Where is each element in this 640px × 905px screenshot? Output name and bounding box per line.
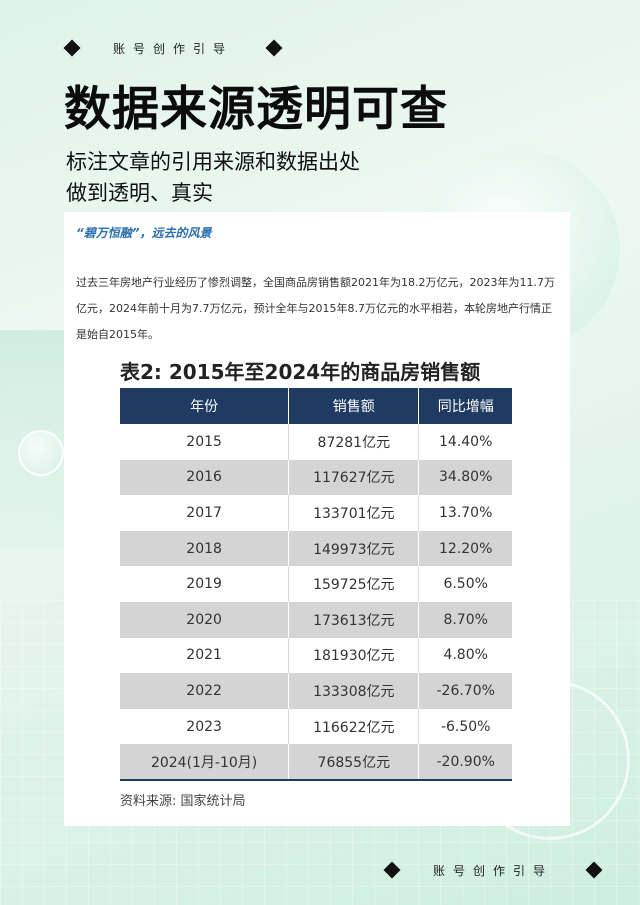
table-row: 2022 133308亿元 -26.70% xyxy=(120,673,512,709)
header-sales: 销售额 xyxy=(288,388,420,424)
table-row: 2016 117627亿元 34.80% xyxy=(120,459,512,496)
cell-year: 2023 xyxy=(120,708,290,745)
cell-sales: 173613亿元 xyxy=(288,601,420,638)
background-small-bubble xyxy=(18,430,64,476)
cell-year: 2015 xyxy=(120,424,290,460)
diamond-icon xyxy=(383,861,401,879)
brand-label: 账号创作引导 xyxy=(112,41,233,56)
cell-sales: 149973亿元 xyxy=(288,530,420,567)
sales-table: 年份 销售额 同比增幅 2015 87281亿元 14.40% 2016 117… xyxy=(120,388,512,781)
table-row: 2020 173613亿元 8.70% xyxy=(120,601,512,638)
cell-year: 2021 xyxy=(120,637,290,674)
table-row: 2019 159725亿元 6.50% xyxy=(120,566,512,602)
background-block xyxy=(0,330,70,550)
cell-sales: 76855亿元 xyxy=(288,744,420,781)
header-yoy: 同比增幅 xyxy=(418,388,512,424)
table-row: 2018 149973亿元 12.20% xyxy=(120,530,512,567)
cell-sales: 117627亿元 xyxy=(288,459,420,496)
table-title: 表2: 2015年至2024年的商品房销售额 xyxy=(120,360,481,384)
data-source-note: 资料来源: 国家统计局 xyxy=(120,794,246,809)
cell-sales: 133308亿元 xyxy=(288,673,420,709)
table-row: 2015 87281亿元 14.40% xyxy=(120,424,512,460)
cell-sales: 116622亿元 xyxy=(288,708,420,745)
cell-yoy: 34.80% xyxy=(418,459,512,496)
cell-yoy: -26.70% xyxy=(418,673,512,709)
cell-yoy: 13.70% xyxy=(439,504,493,521)
table-row: 2021 181930亿元 4.80% xyxy=(120,637,512,674)
cell-yoy: 12.20% xyxy=(418,530,512,567)
header-brand: 账号创作引导 xyxy=(63,38,283,58)
cell-sales: 181930亿元 xyxy=(288,637,420,674)
cell-year: 2022 xyxy=(120,673,290,709)
cell-sales: 87281亿元 xyxy=(288,424,420,460)
article-screenshot-card: “碧万恒融”，远去的风景 过去三年房地产行业经历了惨烈调整，全国商品房销售额20… xyxy=(64,212,570,826)
table-row: 2024(1月-10月) 76855亿元 -20.90% xyxy=(120,744,512,781)
subtitle-line-1: 标注文章的引用来源和数据出处 xyxy=(66,150,360,174)
cell-year: 2018 xyxy=(120,530,290,567)
article-heading: “碧万恒融”，远去的风景 xyxy=(76,226,212,240)
header-year: 年份 xyxy=(120,388,290,424)
cell-year: 2020 xyxy=(120,601,290,638)
table-row: 2023 116622亿元 -6.50% xyxy=(120,708,512,745)
cell-yoy: 6.50% xyxy=(443,576,488,593)
cell-yoy: -20.90% xyxy=(418,744,512,781)
cell-yoy: 4.80% xyxy=(443,647,488,664)
diamond-icon xyxy=(63,39,81,57)
article-paragraph: 过去三年房地产行业经历了惨烈调整，全国商品房销售额2021年为18.2万亿元，2… xyxy=(76,276,555,341)
cell-sales: 159725亿元 xyxy=(288,566,420,602)
cell-sales: 133701亿元 xyxy=(288,495,420,531)
footer-brand: 账号创作引导 xyxy=(383,860,603,880)
cell-year: 2019 xyxy=(120,566,290,602)
cell-year: 2017 xyxy=(120,495,290,531)
table-header-row: 年份 销售额 同比增幅 xyxy=(120,388,512,424)
cell-year: 2016 xyxy=(120,459,290,496)
subtitle-line-2: 做到透明、真实 xyxy=(66,181,213,205)
cell-yoy: -6.50% xyxy=(440,718,491,735)
brand-label: 账号创作引导 xyxy=(432,863,553,878)
diamond-icon xyxy=(585,861,603,879)
page-title: 数据来源透明可查 xyxy=(64,82,448,137)
diamond-icon xyxy=(265,39,283,57)
cell-yoy: 8.70% xyxy=(418,601,512,638)
cell-year: 2024(1月-10月) xyxy=(120,744,290,781)
table-row: 2017 133701亿元 13.70% xyxy=(120,495,512,531)
cell-yoy: 14.40% xyxy=(439,433,493,450)
